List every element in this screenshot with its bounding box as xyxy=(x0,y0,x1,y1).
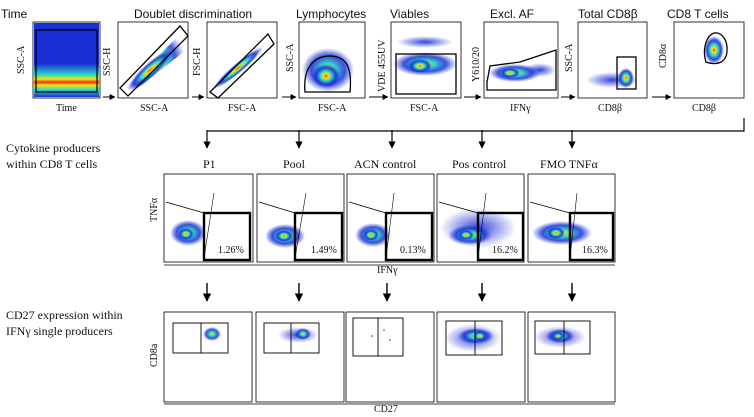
cytokine-panel-pos-control xyxy=(436,173,525,263)
panel-cd8-t-cells xyxy=(673,21,745,99)
cytokine-pct-pool: 1.49% xyxy=(311,245,337,256)
title-time: Time xyxy=(1,7,28,21)
panel-total-cd8b xyxy=(577,21,648,99)
cytokine-title-pos: Pos control xyxy=(452,157,507,171)
ylabel-time: SSC-A xyxy=(16,45,27,74)
ylabel-lymphocytes: SSC-A xyxy=(285,43,296,72)
panel-time xyxy=(32,21,101,99)
ylabel-viables: VDE 455UV xyxy=(377,39,388,93)
cytokine-heading-line2: within CD8 T cells xyxy=(6,157,98,171)
ylabel-doublet-ssc: SSC-H xyxy=(102,47,113,76)
xlabel-lymphocytes: FSC-A xyxy=(318,103,347,114)
cd27-panels xyxy=(163,311,616,405)
xlabel-doublet-ssc: SSC-A xyxy=(140,103,169,114)
xlabel-cd8-t-cells: CD8β xyxy=(692,103,716,114)
cytokine-pct-fmo: 16.3% xyxy=(582,245,608,256)
title-doublet: Doublet discrimination xyxy=(134,7,253,21)
ylabel-doublet-fsc: FSC-H xyxy=(192,47,203,76)
cd27-xlabel: CD27 xyxy=(374,404,398,415)
ylabel-total-cd8b: SSC-A xyxy=(564,43,575,72)
cytokine-pct-pos: 16.2% xyxy=(492,245,518,256)
panel-lymphocytes xyxy=(298,21,366,99)
cd27-panel-fmo-tnfa xyxy=(527,311,616,403)
cd27-heading-line1: CD27 expression within xyxy=(6,308,123,322)
ylabel-cd8-t-cells: CD8α xyxy=(658,43,669,68)
xlabel-viables: FSC-A xyxy=(410,103,439,114)
title-cd8-t-cells: CD8 T cells xyxy=(667,7,729,21)
cd27-panel-pool xyxy=(255,311,345,403)
title-total-cd8b: Total CD8β xyxy=(578,7,638,21)
cytokine-panels xyxy=(163,173,616,266)
xlabel-total-cd8b: CD8β xyxy=(598,103,622,114)
ylabel-excl-af: Y610/20 xyxy=(471,47,482,82)
xlabel-excl-af: IFNγ xyxy=(510,103,531,114)
xlabel-doublet-fsc: FSC-A xyxy=(228,103,257,114)
cytokine-title-fmo: FMO TNFα xyxy=(540,157,598,171)
cytokine-heading-line1: Cytokine producers xyxy=(6,141,101,155)
cytokine-panel-acn-control xyxy=(346,173,435,263)
xlabel-time: Time xyxy=(56,103,77,114)
cytokine-panel-fmo-tnfa xyxy=(527,173,616,263)
cd27-panel-acn-control xyxy=(345,311,435,403)
cytokine-pct-acn: 0.13% xyxy=(400,245,426,256)
cd27-heading-line2: IFNγ single producers xyxy=(6,324,113,338)
cytokine-xlabel: IFNγ xyxy=(377,265,398,276)
cytokine-panel-pool xyxy=(256,173,345,263)
cytokine-title-acn: ACN control xyxy=(354,157,417,171)
cytokine-pct-p1: 1.26% xyxy=(218,245,244,256)
branch-connector xyxy=(203,118,745,149)
cd27-panel-pos-control xyxy=(436,311,526,403)
cd27-ylabel: CD8a xyxy=(149,343,160,367)
cytokine-title-p1: P1 xyxy=(203,157,216,171)
cd27-arrows xyxy=(202,283,577,302)
cd27-panel-p1 xyxy=(163,311,253,403)
panel-doublet-fsc xyxy=(206,21,278,99)
title-lymphocytes: Lymphocytes xyxy=(296,7,367,21)
cytokine-ylabel: TNFα xyxy=(149,197,160,222)
title-excl-af: Excl. AF xyxy=(490,7,535,21)
cytokine-panel-p1 xyxy=(163,173,254,263)
panel-doublet-ssc xyxy=(117,21,189,99)
panel-excl-af xyxy=(483,21,559,99)
panel-viables xyxy=(390,21,462,99)
cytokine-title-pool: Pool xyxy=(283,157,306,171)
title-viables: Viables xyxy=(390,7,430,21)
